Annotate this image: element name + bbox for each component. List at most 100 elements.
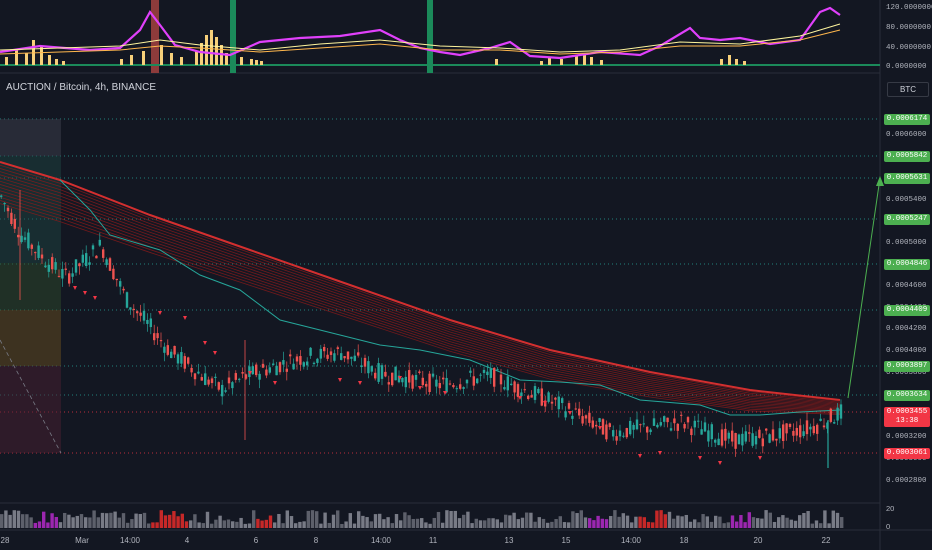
- volume-bar: [67, 514, 71, 528]
- candle-body: [129, 307, 132, 310]
- volume-bar: [163, 515, 168, 528]
- candle-body: [54, 262, 57, 270]
- candle-body: [336, 347, 339, 349]
- volume-bar: [533, 521, 537, 528]
- volume-bar: [37, 521, 42, 528]
- osc-histogram-bar: [735, 59, 738, 65]
- volume-bar: [579, 510, 583, 528]
- candle-body: [142, 310, 146, 321]
- time-axis-label: 11: [428, 536, 438, 545]
- candle-body: [734, 433, 737, 449]
- volume-bar: [75, 515, 79, 528]
- candle-body: [727, 432, 730, 439]
- volume-bar: [651, 522, 655, 528]
- time-axis-label: 18: [679, 536, 689, 545]
- volume-bar: [331, 514, 336, 528]
- candle-body: [282, 360, 285, 365]
- volume-bar: [802, 512, 806, 528]
- candle-body: [571, 415, 574, 419]
- volume-bar: [625, 515, 630, 528]
- volume-bar: [126, 522, 130, 528]
- candle-body: [193, 373, 197, 380]
- volume-bar: [592, 520, 596, 528]
- volume-bar: [659, 510, 663, 528]
- sell-marker: [568, 411, 572, 415]
- candle-body: [353, 355, 356, 361]
- candle-body: [741, 433, 744, 446]
- volume-bar: [525, 512, 529, 528]
- fib-diagonal: [0, 339, 62, 454]
- time-axis-label: 14:00: [119, 536, 141, 545]
- osc-histogram-bar: [560, 59, 563, 65]
- candle-body: [799, 425, 802, 438]
- candle-body: [493, 367, 496, 387]
- candle-body: [435, 379, 438, 387]
- candle-body: [132, 308, 135, 311]
- candle-body: [717, 438, 720, 446]
- symbol-title[interactable]: AUCTION / Bitcoin, 4h, BINANCE: [6, 82, 157, 93]
- price-axis-label: 0.0003000: [886, 455, 927, 463]
- price-axis-label: 0.0004600: [886, 282, 927, 291]
- volume-bar: [491, 518, 495, 528]
- volume-bar: [33, 522, 37, 528]
- candle-body: [530, 395, 533, 398]
- candle-body: [299, 356, 302, 365]
- sell-marker: [83, 291, 87, 295]
- candle-body: [207, 379, 210, 385]
- candle-body: [595, 424, 598, 427]
- candle-body: [387, 382, 390, 385]
- volume-bar: [277, 513, 281, 528]
- volume-bar: [168, 514, 172, 528]
- candle-body: [748, 432, 751, 434]
- volume-bar: [441, 522, 445, 528]
- volume-bar: [84, 517, 88, 528]
- candle-body: [503, 387, 506, 390]
- ema-ribbon-line: [0, 200, 841, 414]
- ema-ribbon-line: [0, 171, 841, 404]
- candle-body: [737, 434, 741, 445]
- candle-body: [234, 373, 237, 380]
- candle-body: [265, 369, 268, 376]
- osc-histogram-bar: [600, 60, 603, 65]
- volume-bar: [819, 523, 823, 528]
- volume-bar: [537, 517, 541, 528]
- candle-body: [537, 388, 540, 394]
- sell-marker: [718, 461, 722, 465]
- candle-body: [809, 426, 812, 430]
- volume-bar: [798, 515, 802, 528]
- candle-body: [666, 417, 669, 423]
- candle-body: [363, 357, 367, 367]
- candle-body: [455, 388, 458, 390]
- candle-body: [612, 430, 615, 437]
- volume-bar: [79, 514, 84, 528]
- candle-body: [268, 367, 271, 373]
- oscillator-axis-label: 80.0000000: [886, 24, 932, 32]
- volume-bar: [151, 522, 155, 528]
- volume-bar: [747, 512, 751, 528]
- volume-bar: [252, 510, 256, 528]
- fib-zone: [0, 119, 61, 156]
- candle-body: [510, 383, 513, 385]
- time-axis-label: 15: [561, 536, 571, 545]
- candle-body: [258, 373, 261, 380]
- volume-bar: [197, 522, 201, 528]
- candle-body: [822, 425, 826, 428]
- volume-bar: [399, 520, 403, 528]
- candle-body: [795, 427, 798, 436]
- candle-body: [761, 438, 764, 447]
- sell-marker: [158, 311, 162, 315]
- candle-body: [204, 373, 207, 385]
- candle-body: [309, 347, 312, 356]
- ema-ribbon-line: [0, 164, 841, 402]
- candle-body: [10, 212, 13, 225]
- candle-body: [669, 428, 673, 431]
- candle-body: [554, 397, 557, 400]
- candle-body: [418, 371, 421, 373]
- volume-bar: [121, 513, 126, 528]
- currency-button[interactable]: BTC: [887, 82, 929, 97]
- candle-body: [819, 418, 822, 421]
- price-axis-label: 0.0006000: [886, 131, 927, 139]
- candle-body: [690, 428, 693, 436]
